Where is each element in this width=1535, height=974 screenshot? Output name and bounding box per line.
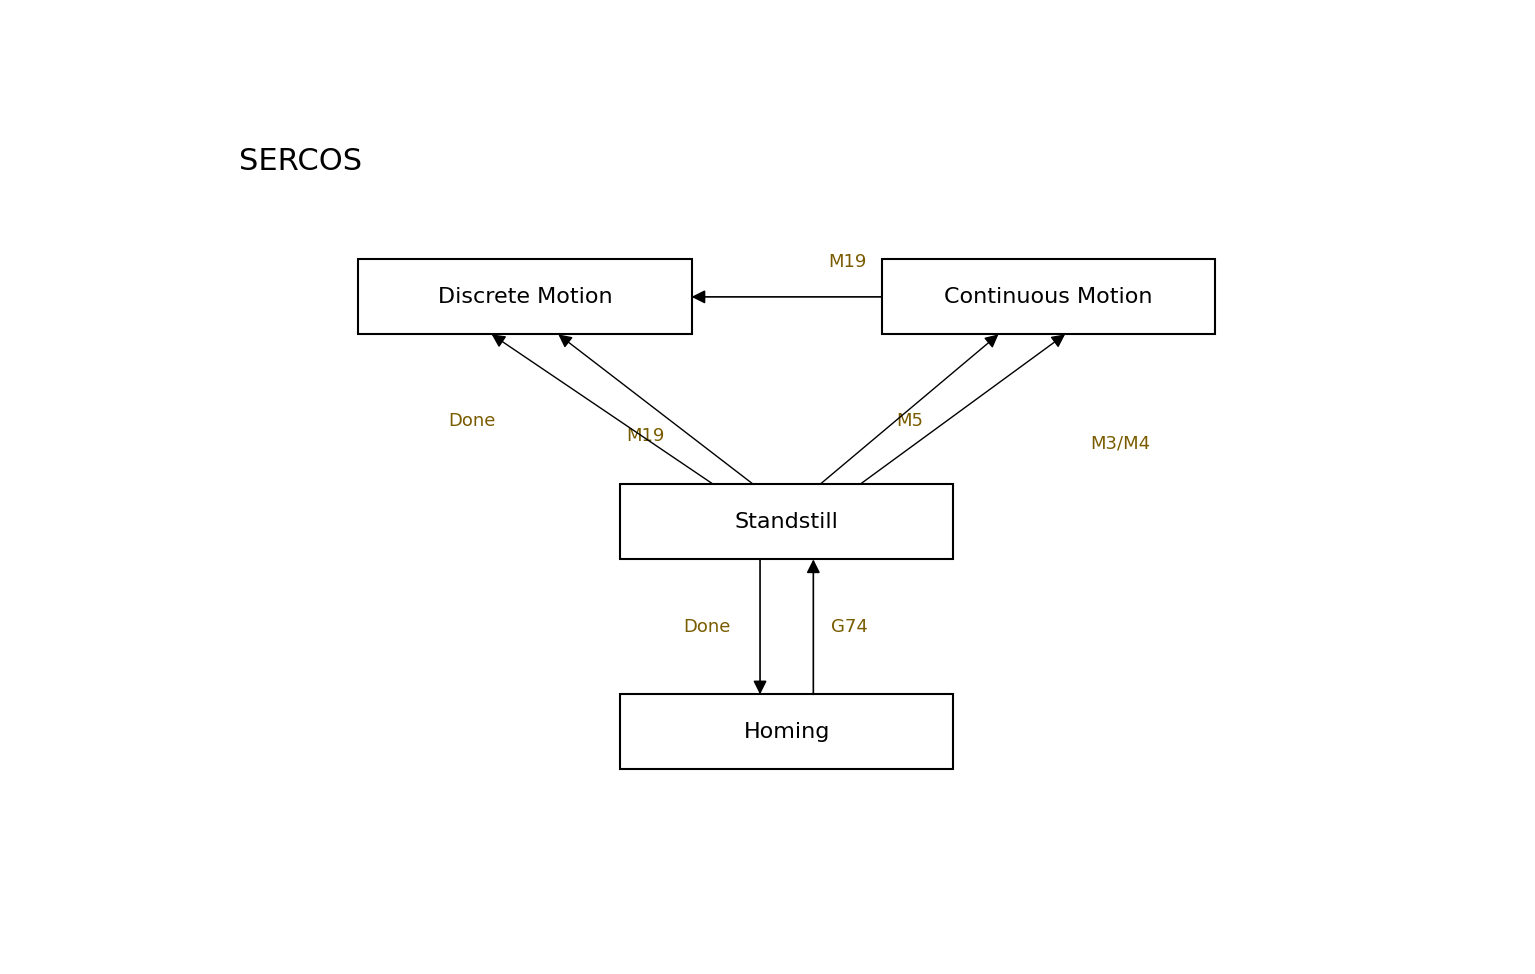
Text: Standstill: Standstill bbox=[735, 512, 838, 532]
Text: M5: M5 bbox=[896, 412, 924, 430]
Text: Continuous Motion: Continuous Motion bbox=[944, 287, 1153, 307]
Text: Done: Done bbox=[448, 412, 496, 430]
Text: Discrete Motion: Discrete Motion bbox=[437, 287, 612, 307]
Text: SERCOS: SERCOS bbox=[239, 147, 362, 176]
Text: G74: G74 bbox=[830, 618, 869, 636]
FancyBboxPatch shape bbox=[620, 694, 953, 769]
FancyBboxPatch shape bbox=[359, 259, 692, 334]
FancyBboxPatch shape bbox=[620, 484, 953, 559]
Text: Homing: Homing bbox=[743, 722, 830, 742]
Text: M19: M19 bbox=[829, 252, 867, 271]
FancyBboxPatch shape bbox=[881, 259, 1216, 334]
Text: Done: Done bbox=[683, 618, 731, 636]
Text: M19: M19 bbox=[626, 427, 665, 444]
Text: M3/M4: M3/M4 bbox=[1090, 434, 1150, 452]
